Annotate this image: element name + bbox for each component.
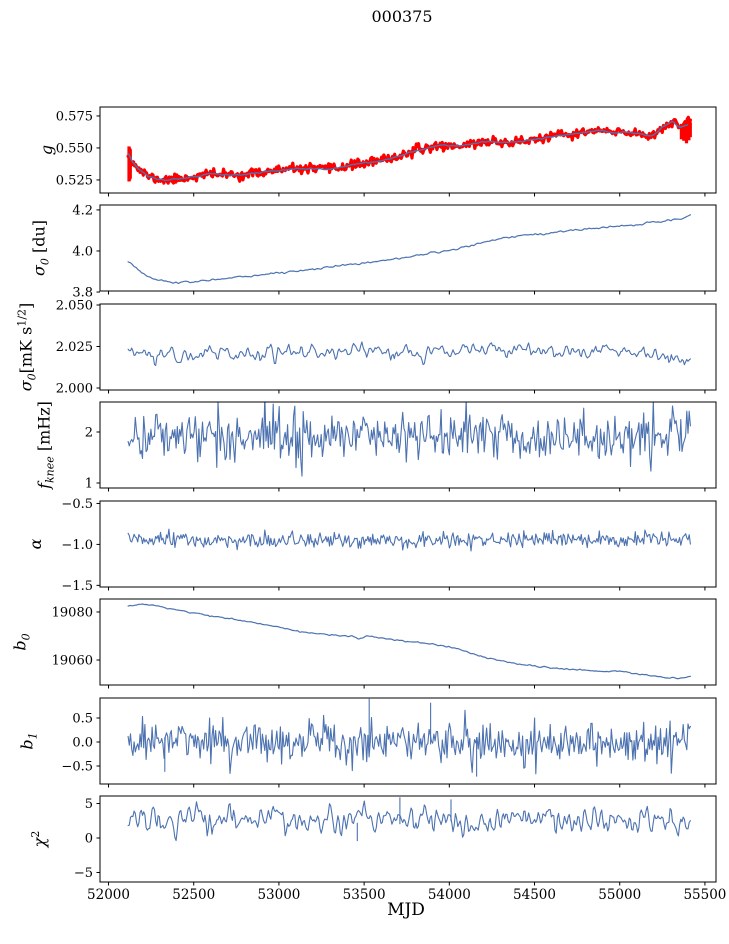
y-axis-label-segment: b xyxy=(10,640,30,651)
series-fknee-line xyxy=(127,402,691,477)
y-axis-label-g: g xyxy=(37,144,56,156)
x-axis-label: MJD xyxy=(387,900,425,920)
y-tick-label-chi2: −5 xyxy=(74,866,93,881)
panel-frame-sigma0-du xyxy=(99,204,717,292)
y-tick-label-sigma0-mks: 2.050 xyxy=(56,298,93,313)
panel-frame-fknee xyxy=(99,401,717,489)
x-tick-label: 52500 xyxy=(172,887,215,903)
y-tick-label-fknee: 1 xyxy=(85,477,93,492)
y-tick-label-alpha: −1.0 xyxy=(61,538,93,553)
y-tick-label-alpha: −0.5 xyxy=(61,497,93,512)
panel-frame-chi2 xyxy=(99,795,717,883)
y-axis-label-segment: g xyxy=(37,144,56,156)
y-axis-label-segment: b xyxy=(17,739,37,750)
y-axis-label-segment: σ xyxy=(29,265,49,277)
panel-frame-b0 xyxy=(99,598,717,686)
y-axis-label-segment: σ xyxy=(16,380,36,392)
y-axis-label-segment: 0 xyxy=(19,633,33,641)
y-axis-label-b0: b0 xyxy=(10,633,33,651)
y-tick-label-sigma0-mks: 2.025 xyxy=(56,340,93,355)
y-tick-label-b1: 0.5 xyxy=(72,712,93,727)
y-axis-label-segment: ] xyxy=(16,302,36,309)
panel-sigma0-du: 4.2 4.0 3.8 xyxy=(72,203,717,301)
y-tick-label-b1: −0.5 xyxy=(61,760,93,775)
series-b0-line xyxy=(127,603,691,680)
panel-b0: 19080 19060 xyxy=(52,598,717,689)
series-alpha-line xyxy=(127,528,691,552)
y-tick-label-sigma0-du: 4.2 xyxy=(72,203,93,218)
y-axis-label-alpha: α xyxy=(26,538,45,550)
chart-title: 000375 xyxy=(371,7,433,26)
y-tick-label-sigma0-du: 3.8 xyxy=(72,286,93,301)
series-g-smoothed-blue xyxy=(127,120,689,182)
y-axis-label-segment: α xyxy=(26,538,45,550)
panel-series-group-alpha xyxy=(127,528,691,552)
x-tick-label: 55500 xyxy=(683,887,726,903)
y-axis-label-chi2: χ2 xyxy=(29,830,49,848)
panel-frame-g xyxy=(99,106,717,194)
y-tick-label-sigma0-mks: 2.000 xyxy=(56,382,93,397)
panel-series-group-sigma0-mks xyxy=(127,341,691,366)
panel-frame-b1 xyxy=(99,697,717,785)
panel-chi2: 5 0 −5 52000 52500 53000 53500 54000 54500 55000 5… xyxy=(74,795,726,903)
y-axis-label-segment: 0 xyxy=(38,258,52,266)
panel-series-group-b1 xyxy=(127,698,691,777)
x-tick-label: 53500 xyxy=(343,887,386,903)
panel-frame-sigma0-mks xyxy=(99,303,717,391)
panel-series-group-b0 xyxy=(127,603,691,680)
y-axis-label-segment: [du] xyxy=(29,219,49,259)
y-tick-label-chi2: 5 xyxy=(85,797,93,812)
y-tick-label-g: 0.575 xyxy=(56,109,93,124)
y-tick-label-b0: 19080 xyxy=(52,605,93,620)
series-b1-line xyxy=(127,709,691,775)
x-tick-label: 53000 xyxy=(257,887,300,903)
y-axis-label-segment: 1 xyxy=(26,732,40,740)
y-tick-label-b1: 0.0 xyxy=(72,736,93,751)
y-tick-label-sigma0-du: 4.0 xyxy=(72,244,93,259)
y-tick-label-g: 0.525 xyxy=(56,173,93,188)
y-axis-label-segment: 0 xyxy=(25,373,39,381)
series-chi2-line xyxy=(127,800,691,842)
x-tick-label: 54500 xyxy=(513,887,556,903)
y-axis-label-segment: f xyxy=(34,482,54,489)
panel-series-group-sigma0-du xyxy=(127,214,691,284)
panel-b1: 0.5 0.0 −0.5 xyxy=(61,697,717,788)
panel-sigma0-mks: 2.050 2.025 2.000 xyxy=(56,298,717,397)
y-axis-label-segment: [mK s xyxy=(16,326,36,374)
panel-series-group-fknee xyxy=(127,402,691,477)
panel-g: 0.575 0.550 0.525 xyxy=(56,106,717,197)
y-tick-label-alpha: −1.5 xyxy=(61,579,93,594)
y-axis-label-sigma0-mks: σ0[mK s1/2] xyxy=(15,302,39,392)
panel-series-group-chi2 xyxy=(127,797,691,842)
panel-series-group-g xyxy=(126,115,692,185)
y-axis-label-sigma0-du: σ0 [du] xyxy=(29,219,52,277)
x-tick-label: 54000 xyxy=(428,887,471,903)
y-tick-label-g: 0.550 xyxy=(56,141,93,156)
x-tick-label: 52000 xyxy=(87,887,130,903)
y-axis-label-segment: 1/2 xyxy=(15,308,29,327)
x-tick-label: 55000 xyxy=(598,887,641,903)
y-axis-label-b1: b1 xyxy=(17,732,40,750)
y-axis-label-segment: χ xyxy=(30,837,49,848)
y-axis-label-segment: 2 xyxy=(29,830,42,838)
y-tick-label-fknee: 2 xyxy=(85,425,93,440)
panel-alpha: −0.5 −1.0 −1.5 xyxy=(61,497,717,594)
y-axis-label-segment: [mHz] xyxy=(34,401,54,457)
y-tick-label-chi2: 0 xyxy=(85,832,93,847)
panel-fknee: 21 xyxy=(85,401,717,492)
y-axis-label-segment: knee xyxy=(43,456,57,483)
y-axis-label-fknee: fknee [mHz] xyxy=(34,401,57,489)
series-sigma0-mks-line xyxy=(127,341,691,366)
series-sigma0-du-line xyxy=(127,214,691,284)
y-tick-label-b0: 19060 xyxy=(52,654,93,669)
